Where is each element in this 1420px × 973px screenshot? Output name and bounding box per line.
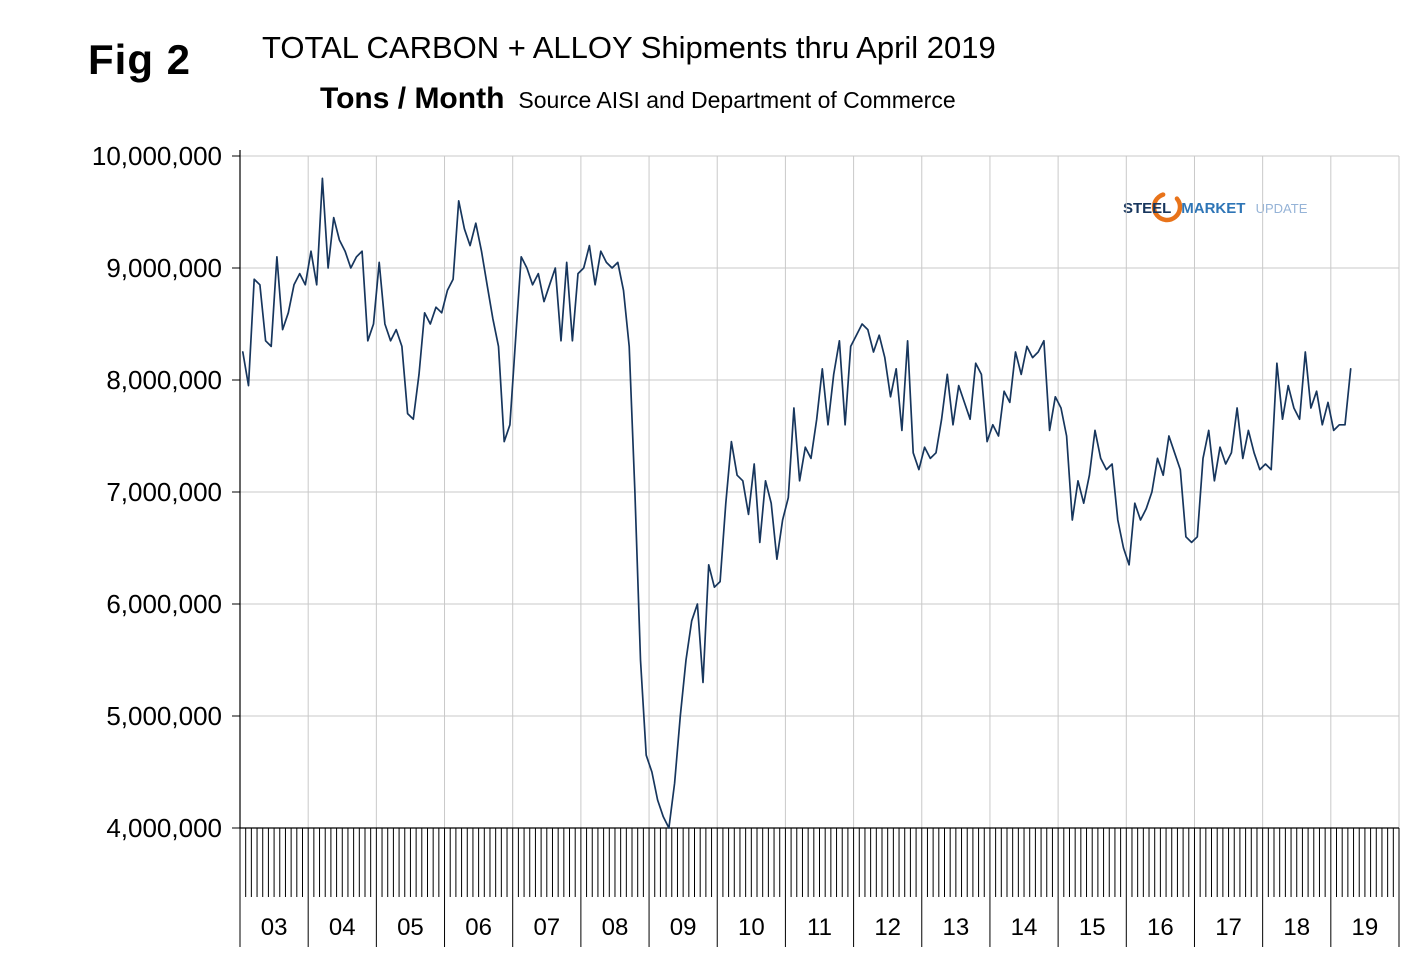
x-year-label: 13 bbox=[943, 914, 970, 941]
svg-text:STEEL MARKET UPDAT: STEEL MARKET UPDATE bbox=[1123, 200, 1308, 217]
x-year-label: 07 bbox=[533, 914, 560, 941]
logo-text-steel: STEEL bbox=[1123, 200, 1171, 217]
chart-title: TOTAL CARBON + ALLOY Shipments thru Apri… bbox=[262, 30, 996, 65]
x-year-label: 10 bbox=[738, 914, 765, 941]
chart-subtitle-units: Tons / Month bbox=[320, 82, 505, 115]
x-year-label: 08 bbox=[602, 914, 629, 941]
logo-text-market: MARKET bbox=[1181, 200, 1245, 217]
x-year-label: 12 bbox=[874, 914, 901, 941]
y-tick-label: 10,000,000 bbox=[92, 141, 222, 171]
x-year-label: 04 bbox=[329, 914, 356, 941]
shipments-series-line bbox=[241, 177, 1352, 829]
x-year-label: 11 bbox=[807, 914, 832, 941]
y-tick-label: 9,000,000 bbox=[106, 253, 222, 283]
x-year-label: 09 bbox=[670, 914, 697, 941]
x-year-label: 06 bbox=[465, 914, 492, 941]
x-year-label: 16 bbox=[1147, 914, 1174, 941]
x-year-label: 17 bbox=[1215, 914, 1242, 941]
y-tick-label: 6,000,000 bbox=[106, 589, 222, 619]
chart-subtitle-source: Source AISI and Department of Commerce bbox=[518, 87, 956, 113]
logo-swoosh-icon bbox=[1151, 191, 1183, 223]
logo-graphic: STEEL MARKET UPDATE bbox=[1123, 191, 1308, 223]
chart-subtitle: Tons / Month Source AISI and Department … bbox=[320, 82, 956, 116]
x-year-label: 19 bbox=[1352, 914, 1379, 941]
x-year-label: 14 bbox=[1011, 914, 1038, 941]
logo-text-update: UPDATE bbox=[1256, 201, 1308, 216]
y-tick-label: 7,000,000 bbox=[106, 477, 222, 507]
y-tick-label: 4,000,000 bbox=[106, 813, 222, 843]
x-year-label: 18 bbox=[1283, 914, 1310, 941]
steel-market-update-logo: STEEL MARKET UPDATE bbox=[1115, 188, 1315, 228]
x-year-label: 03 bbox=[261, 914, 288, 941]
y-tick-label: 5,000,000 bbox=[106, 701, 222, 731]
figure-number-label: Fig 2 bbox=[88, 36, 192, 83]
y-tick-label: 8,000,000 bbox=[106, 365, 222, 395]
x-year-label: 05 bbox=[397, 914, 424, 941]
x-year-label: 15 bbox=[1079, 914, 1106, 941]
